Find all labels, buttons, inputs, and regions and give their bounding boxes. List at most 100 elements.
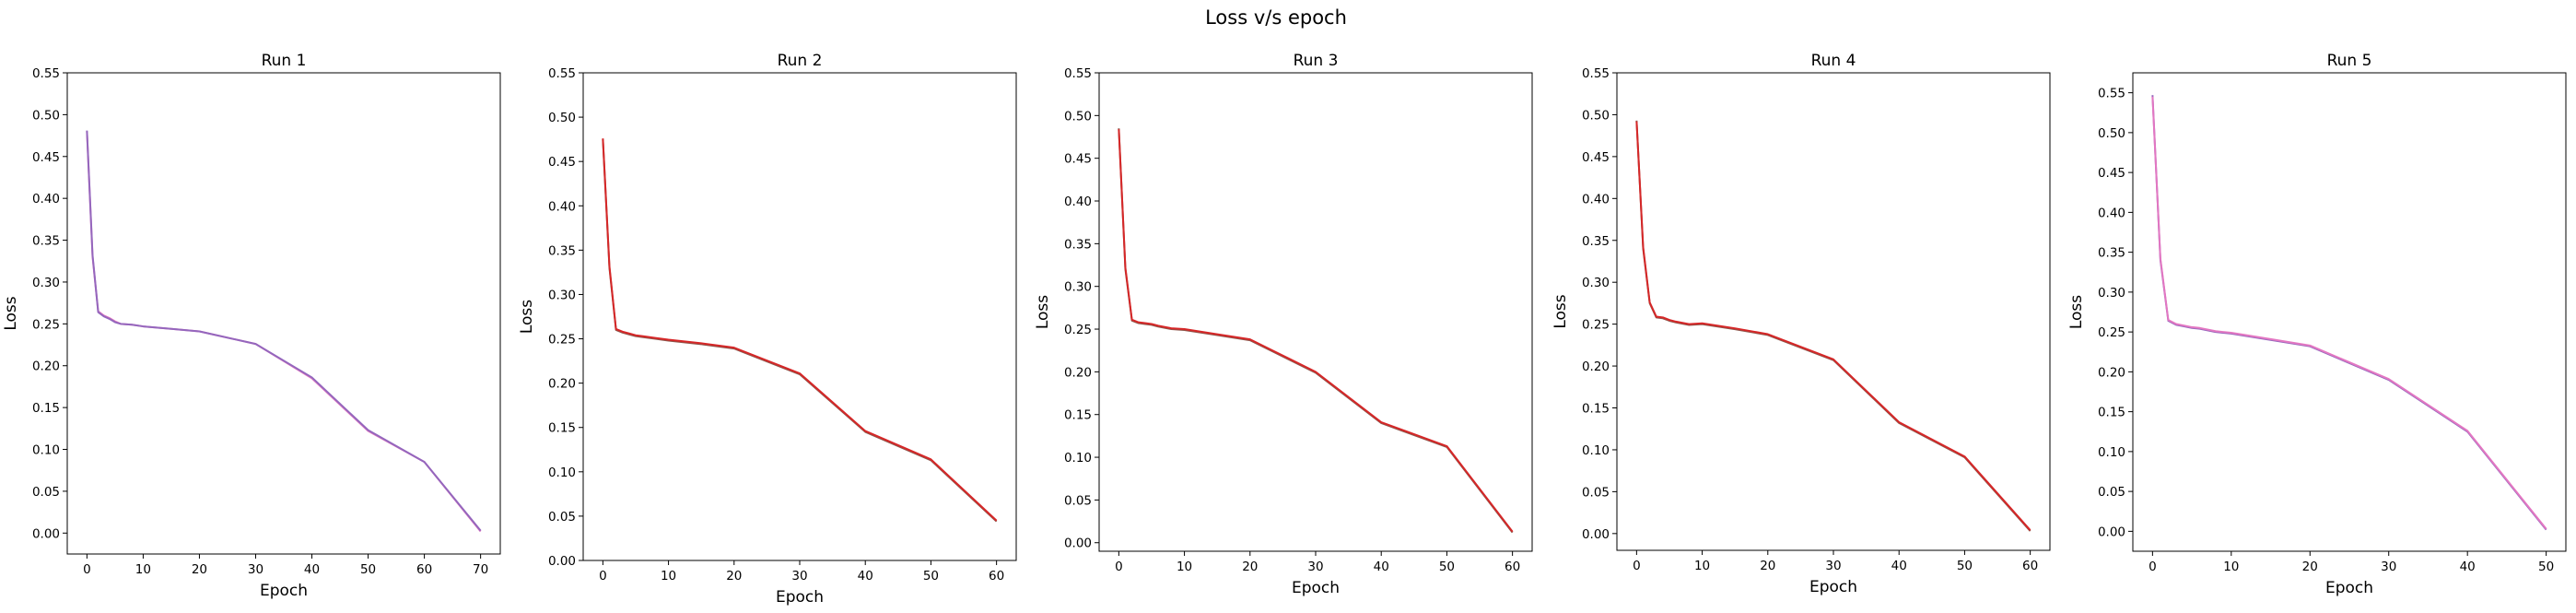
x-tick-label: 40 <box>1891 559 1907 573</box>
y-tick-label: 0.15 <box>548 421 576 436</box>
y-tick-label: 0.35 <box>2098 246 2125 261</box>
y-tick-label: 0.20 <box>1582 360 1610 374</box>
x-tick-label: 60 <box>416 562 432 577</box>
y-tick-label: 0.40 <box>548 199 576 214</box>
y-tick-label: 0.35 <box>548 243 576 258</box>
y-tick-label: 0.35 <box>1064 237 1092 252</box>
y-tick-label: 0.30 <box>1582 276 1610 290</box>
y-tick-label: 0.25 <box>2098 325 2125 340</box>
y-tick-label: 0.40 <box>1064 195 1092 209</box>
x-tick-label: 60 <box>989 569 1004 584</box>
y-tick-label: 0.05 <box>1064 493 1092 508</box>
x-tick-label: 20 <box>1760 559 1775 573</box>
loss-line-1 <box>602 139 998 523</box>
x-tick-label: 60 <box>2022 559 2038 573</box>
y-tick-label: 0.15 <box>1064 408 1092 423</box>
y-tick-label: 0.55 <box>1582 66 1610 81</box>
x-tick-label: 60 <box>1505 560 1520 574</box>
x-tick-label: 0 <box>599 569 607 584</box>
x-tick-label: 70 <box>473 562 488 577</box>
y-tick-label: 0.30 <box>2098 286 2125 301</box>
x-tick-label: 20 <box>2302 560 2318 574</box>
x-axis-label: Epoch <box>1809 578 1857 596</box>
x-axis-label: Epoch <box>2325 579 2373 597</box>
x-axis-label: Epoch <box>1292 579 1340 597</box>
y-tick-label: 0.05 <box>548 510 576 525</box>
y-tick-label: 0.10 <box>2098 445 2125 460</box>
plot-frame <box>1098 72 1533 552</box>
x-axis-label: Epoch <box>260 582 308 600</box>
y-tick-label: 0.20 <box>32 360 60 374</box>
loss-line-2 <box>2151 96 2547 530</box>
y-tick-label: 0.10 <box>1582 443 1610 458</box>
subplot-title: Run 4 <box>1811 52 1856 70</box>
x-tick-label: 0 <box>1633 559 1641 573</box>
y-tick-label: 0.40 <box>32 192 60 206</box>
y-axis-label: Loss <box>1551 294 1570 328</box>
x-tick-label: 10 <box>661 569 676 584</box>
y-tick-label: 0.50 <box>1582 108 1610 123</box>
x-tick-label: 10 <box>2223 560 2239 574</box>
x-axis-label: Epoch <box>776 588 824 607</box>
y-tick-label: 0.00 <box>1582 527 1610 542</box>
y-tick-label: 0.05 <box>1582 485 1610 500</box>
y-tick-label: 0.15 <box>2098 406 2125 420</box>
subplot-run-5: 0 10 20 30 40 50 0.00 0.05 0.10 0.15 0.20 0.25 0.30 0… <box>2067 52 2567 597</box>
y-tick-label: 0.10 <box>32 443 60 458</box>
y-tick-label: 0.00 <box>548 554 576 569</box>
y-tick-label: 0.55 <box>1064 66 1092 81</box>
y-tick-label: 0.20 <box>2098 365 2125 380</box>
y-tick-label: 0.00 <box>2098 525 2125 539</box>
y-tick-label: 0.25 <box>1582 318 1610 333</box>
figure-title: Loss v/s epoch <box>1205 6 1347 29</box>
x-tick-label: 40 <box>858 569 873 584</box>
y-tick-label: 0.30 <box>548 288 576 302</box>
y-tick-label: 0.05 <box>2098 485 2125 500</box>
y-tick-label: 0.10 <box>548 466 576 480</box>
x-tick-label: 10 <box>1177 560 1192 574</box>
x-tick-label: 10 <box>135 562 151 577</box>
x-tick-label: 0 <box>1115 560 1123 574</box>
y-tick-label: 0.25 <box>32 317 60 332</box>
x-tick-label: 20 <box>726 569 742 584</box>
x-tick-label: 50 <box>1439 560 1455 574</box>
y-axis-label: Loss <box>2 296 20 330</box>
plot-frame <box>582 72 1017 561</box>
loss-line-1 <box>1635 120 2032 532</box>
y-axis-label: Loss <box>518 300 536 334</box>
y-tick-label: 0.20 <box>1064 365 1092 380</box>
x-tick-label: 0 <box>2149 560 2157 574</box>
loss-line-1 <box>1118 128 1514 534</box>
loss-line-1 <box>2151 95 2547 531</box>
subplot-title: Run 1 <box>262 52 307 70</box>
y-tick-label: 0.25 <box>548 333 576 348</box>
subplot-title: Run 5 <box>2327 52 2372 70</box>
x-tick-label: 50 <box>923 569 939 584</box>
x-tick-label: 40 <box>304 562 320 577</box>
y-tick-label: 0.35 <box>32 234 60 249</box>
y-tick-label: 0.45 <box>548 155 576 170</box>
y-tick-label: 0.10 <box>1064 451 1092 466</box>
y-tick-label: 0.45 <box>1064 152 1092 167</box>
y-tick-label: 0.30 <box>1064 280 1092 295</box>
x-tick-label: 30 <box>2381 560 2396 574</box>
x-tick-label: 50 <box>2538 560 2554 574</box>
x-tick-label: 50 <box>360 562 376 577</box>
y-tick-label: 0.30 <box>32 276 60 290</box>
y-tick-label: 0.25 <box>1064 323 1092 337</box>
y-tick-label: 0.50 <box>32 108 60 123</box>
x-tick-label: 40 <box>2460 560 2476 574</box>
loss-line-2 <box>602 138 998 522</box>
subplot-title: Run 3 <box>1294 52 1339 70</box>
y-tick-label: 0.50 <box>2098 126 2125 141</box>
subplot-run-3: 0 10 20 30 40 50 60 0.00 0.05 0.10 0.15 0.20 0.25 0.3… <box>1034 52 1533 597</box>
x-tick-label: 30 <box>1307 560 1323 574</box>
y-tick-label: 0.45 <box>1582 150 1610 165</box>
y-tick-label: 0.55 <box>548 66 576 81</box>
y-axis-label: Loss <box>2067 295 2086 329</box>
x-tick-label: 30 <box>791 569 807 584</box>
y-axis-label: Loss <box>1034 295 1052 329</box>
y-tick-label: 0.20 <box>548 377 576 392</box>
y-tick-label: 0.00 <box>1064 536 1092 551</box>
